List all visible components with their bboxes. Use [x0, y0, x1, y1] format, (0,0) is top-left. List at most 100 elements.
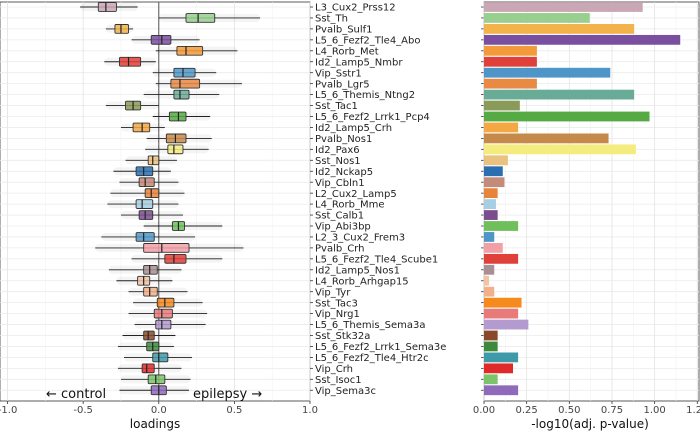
box	[144, 188, 160, 199]
bar-L5_6_Fezf2_Tle4_Htr2c	[484, 352, 519, 363]
boxplot-L2_Cux2_Lamp5	[110, 188, 185, 199]
category-label: Id2_Lamp5_Nos1	[315, 265, 400, 276]
boxplot-L4_Rorb_Met	[155, 45, 238, 56]
category-labels: L3_Cux2_Prss12Sst_ThPvalb_Sulf1L5_6_Fezf…	[310, 3, 484, 397]
category-label: Vip_Abi3bp	[315, 222, 371, 233]
pvalue-panel	[483, 1, 700, 402]
category-label: L5_6_Fezf2_Lrrk1_Sema3e	[315, 342, 446, 353]
annotation-epilepsy: epilepsy →	[193, 387, 262, 402]
loadings-x-axis-label: loadings	[130, 417, 180, 431]
x-tick-label: 1.00	[644, 405, 666, 416]
box	[156, 297, 175, 308]
box	[135, 232, 155, 242]
category-label: L4_Rorb_Arhgap15	[315, 276, 409, 287]
boxplot-Sst_Tac1	[105, 100, 159, 111]
box	[168, 111, 187, 122]
box	[173, 67, 196, 78]
box	[114, 24, 129, 34]
box	[138, 210, 154, 220]
boxplot-Sst_Tac3	[133, 297, 203, 308]
box	[143, 330, 155, 341]
boxplot-Vip_Tyr	[128, 286, 188, 297]
category-label: L5_6_Fezf2_Tle4_Htr2c	[315, 353, 429, 364]
category-label: Vip_Nrg1	[315, 309, 360, 320]
category-label: L2_Cux2_Lamp5	[315, 189, 397, 200]
bar-L5_6_Themis_Ntng2	[484, 89, 635, 100]
category-label: Sst_Tac3	[315, 298, 358, 309]
bar-Vip_Tyr	[484, 286, 495, 297]
category-label: L5_6_Themis_Ntng2	[315, 90, 415, 101]
bar-Pvalb_Sulf1	[484, 24, 635, 34]
boxplot-Sst_Th	[158, 13, 261, 23]
boxplot-L5_6_Themis_Ntng2	[143, 89, 220, 100]
boxplot-Id2_Lamp5_Crh	[120, 122, 165, 133]
bar-L4_Rorb_Met	[484, 45, 537, 56]
x-tick-label: 0.0	[151, 405, 167, 416]
bar-Sst_Nos1	[484, 155, 508, 166]
boxplot-L4_Rorb_Mme	[107, 199, 179, 209]
bar-Sst_Tac1	[484, 100, 520, 111]
bar-Sst_Stk32a	[484, 330, 498, 341]
box	[143, 264, 158, 275]
category-label: Vip_Crh	[315, 364, 353, 375]
boxplot-Vip_Nrg1	[128, 308, 208, 319]
box	[143, 286, 158, 297]
boxplot-L5_6_Fezf2_Lrrk1_Pcp4	[152, 111, 211, 122]
bar-L5_6_Fezf2_Lrrk1_Sema3e	[484, 341, 498, 352]
x-tick-label: 0.00	[473, 405, 495, 416]
category-label: Sst_Isoc1	[315, 375, 362, 386]
boxplot-Pvalb_Sulf1	[105, 24, 134, 34]
category-label: Id2_Lamp5_Crh	[315, 123, 392, 134]
bar-Sst_Calb1	[484, 210, 498, 220]
bar-L4_Rorb_Arhgap15	[484, 275, 490, 286]
bar-Pvalb_Lgr5	[484, 78, 537, 89]
box	[135, 199, 154, 209]
bar-Sst_Th	[484, 13, 590, 23]
loadings-panel-background	[0, 1, 311, 402]
x-tick-label: 0.50	[558, 405, 580, 416]
pvalue-x-ticks: 0.00 0.25 0.50 0.75 1.00 1.25	[473, 401, 700, 416]
boxplot-L5_6_Themis_Sema3a	[134, 319, 206, 330]
boxplot-Pvalb_Nos1	[146, 133, 212, 144]
category-label: L3_Cux2_Prss12	[315, 3, 396, 14]
x-tick-label: 0.25	[516, 405, 538, 416]
boxplot-Pvalb_Crh	[95, 243, 244, 253]
box	[167, 144, 184, 155]
bar-L5_6_Themis_Sema3a	[484, 319, 529, 330]
x-tick-label: -0.5	[73, 405, 93, 416]
box	[132, 122, 151, 133]
bar-Sst_Isoc1	[484, 374, 498, 385]
boxplot-Sst_Calb1	[120, 210, 183, 220]
box	[176, 45, 204, 56]
category-label: L5_6_Themis_Sema3a	[315, 320, 425, 331]
category-label: L2_3_Cux2_Frem3	[315, 233, 405, 244]
boxplot-L2_3_Cux2_Frem3	[101, 232, 196, 242]
category-label: Id2_Nckap5	[315, 167, 373, 178]
boxplot-Vip_Abi3bp	[143, 221, 223, 231]
boxplot-Id2_Nckap5	[113, 166, 171, 177]
bar-L2_Cux2_Lamp5	[484, 188, 498, 199]
loadings-x-ticks: -1.0 -0.5 0.0 0.5 1.0	[0, 401, 318, 416]
box	[155, 319, 172, 330]
boxplot-L5_6_Fezf2_Tle4_Abo	[131, 35, 200, 45]
category-label: Id2_Lamp5_Nmbr	[315, 57, 403, 68]
box	[153, 308, 173, 319]
boxplot-Id2_Lamp5_Nmbr	[104, 56, 156, 67]
category-label: Vip_Sema3c	[315, 386, 376, 397]
bar-Vip_Sema3c	[484, 385, 519, 396]
boxplot-Sst_Isoc1	[120, 374, 191, 385]
box	[152, 352, 169, 363]
category-label: Pvalb_Lgr5	[315, 79, 370, 90]
boxplot-Vip_Sema3c	[119, 385, 190, 396]
category-label: Sst_Tac1	[315, 101, 358, 112]
box	[170, 78, 201, 89]
bar-Vip_Cbln1	[484, 177, 505, 188]
boxplot-Id2_Pax6	[145, 144, 209, 155]
bar-Id2_Lamp5_Crh	[484, 122, 519, 133]
category-label: L5_6_Fezf2_Tle4_Abo	[315, 35, 421, 46]
pvalue-x-axis-label: -log10(adj. p-value)	[531, 417, 649, 431]
category-label: Vip_Cbln1	[315, 178, 365, 189]
category-label: Sst_Stk32a	[315, 331, 370, 342]
bar-Sst_Tac3	[484, 297, 522, 308]
